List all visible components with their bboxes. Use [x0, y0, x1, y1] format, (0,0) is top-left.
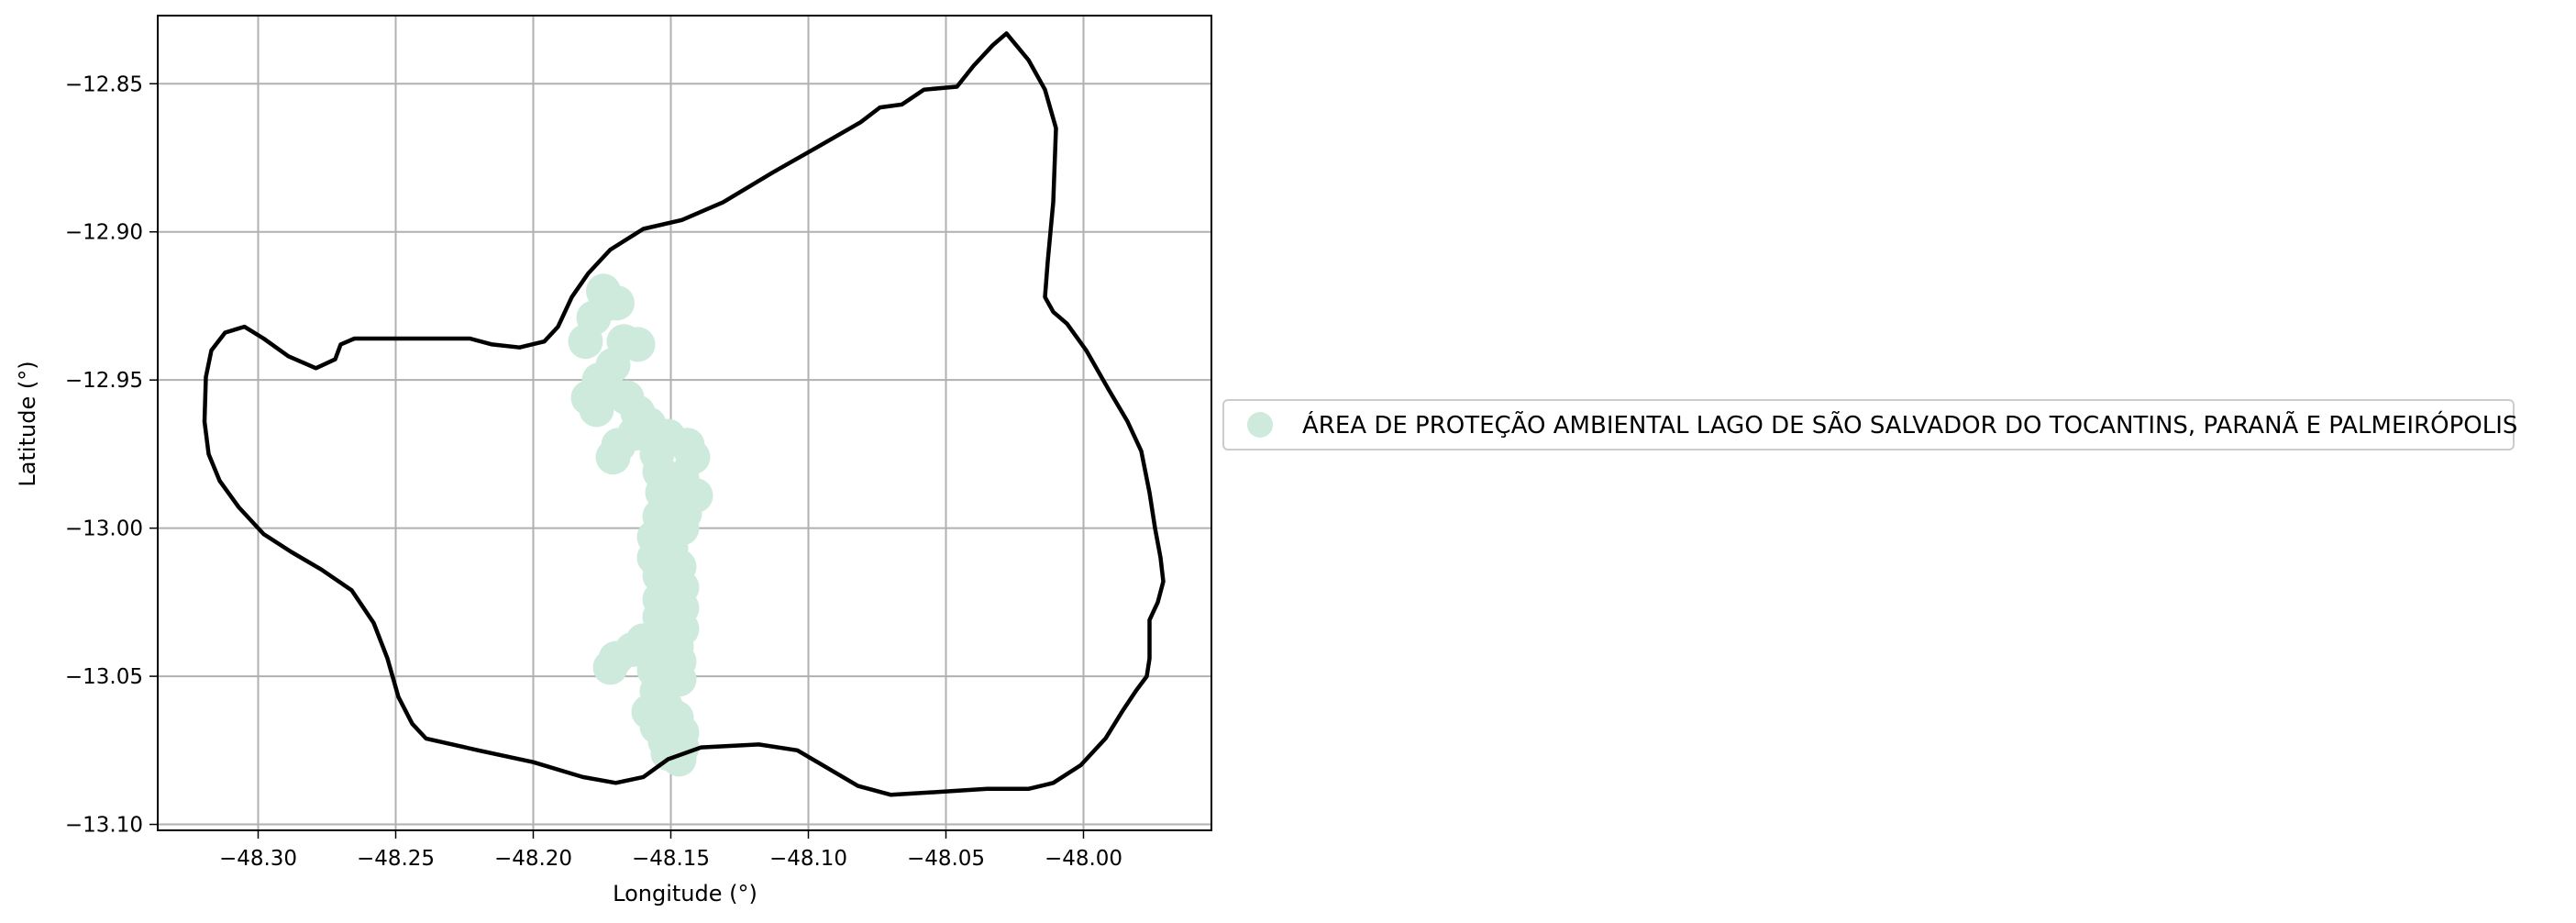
x-axis-label: Longitude (°): [613, 881, 757, 906]
x-tick-label: −48.05: [907, 847, 985, 871]
x-tick-label: −48.30: [219, 847, 297, 871]
legend-label: ÁREA DE PROTEÇÃO AMBIENTAL LAGO DE SÃO S…: [1302, 410, 2517, 439]
x-tick-label: −48.25: [357, 847, 435, 871]
plot-frame: [157, 15, 1212, 831]
municipality-boundary: [202, 31, 1166, 797]
grid: [158, 16, 1211, 830]
y-tick-label: −12.90: [65, 221, 143, 245]
protected-area-point: [595, 439, 631, 475]
y-tick-label: −13.00: [65, 517, 143, 541]
x-tick-label: −48.20: [494, 847, 572, 871]
protected-area-point: [579, 392, 614, 428]
legend-box: [1222, 399, 2515, 450]
protected-area-point: [568, 324, 603, 360]
y-axis-label: Latitude (°): [15, 361, 40, 486]
protected-area-points: [568, 273, 713, 777]
boundary-outline: [202, 31, 1166, 797]
x-tick-label: −48.00: [1045, 847, 1122, 871]
y-tick-label: −12.85: [65, 72, 143, 96]
y-tick-label: −12.95: [65, 369, 143, 393]
protected-area-point: [592, 650, 628, 685]
y-axis-ticks: −12.85 −12.90 −12.95 −13.00 −13.05 −13.10: [65, 72, 158, 838]
x-tick-label: −48.10: [769, 847, 847, 871]
protected-area-point: [620, 327, 656, 362]
y-tick-label: −13.05: [65, 665, 143, 689]
y-tick-label: −13.10: [65, 814, 143, 838]
x-axis-ticks: −48.30 −48.25 −48.20 −48.15 −48.10 −48.05 −48.…: [219, 830, 1122, 871]
legend-marker: [1247, 412, 1273, 438]
legend: ÁREA DE PROTEÇÃO AMBIENTAL LAGO DE SÃO S…: [1222, 399, 2517, 450]
x-tick-label: −48.15: [632, 847, 710, 871]
